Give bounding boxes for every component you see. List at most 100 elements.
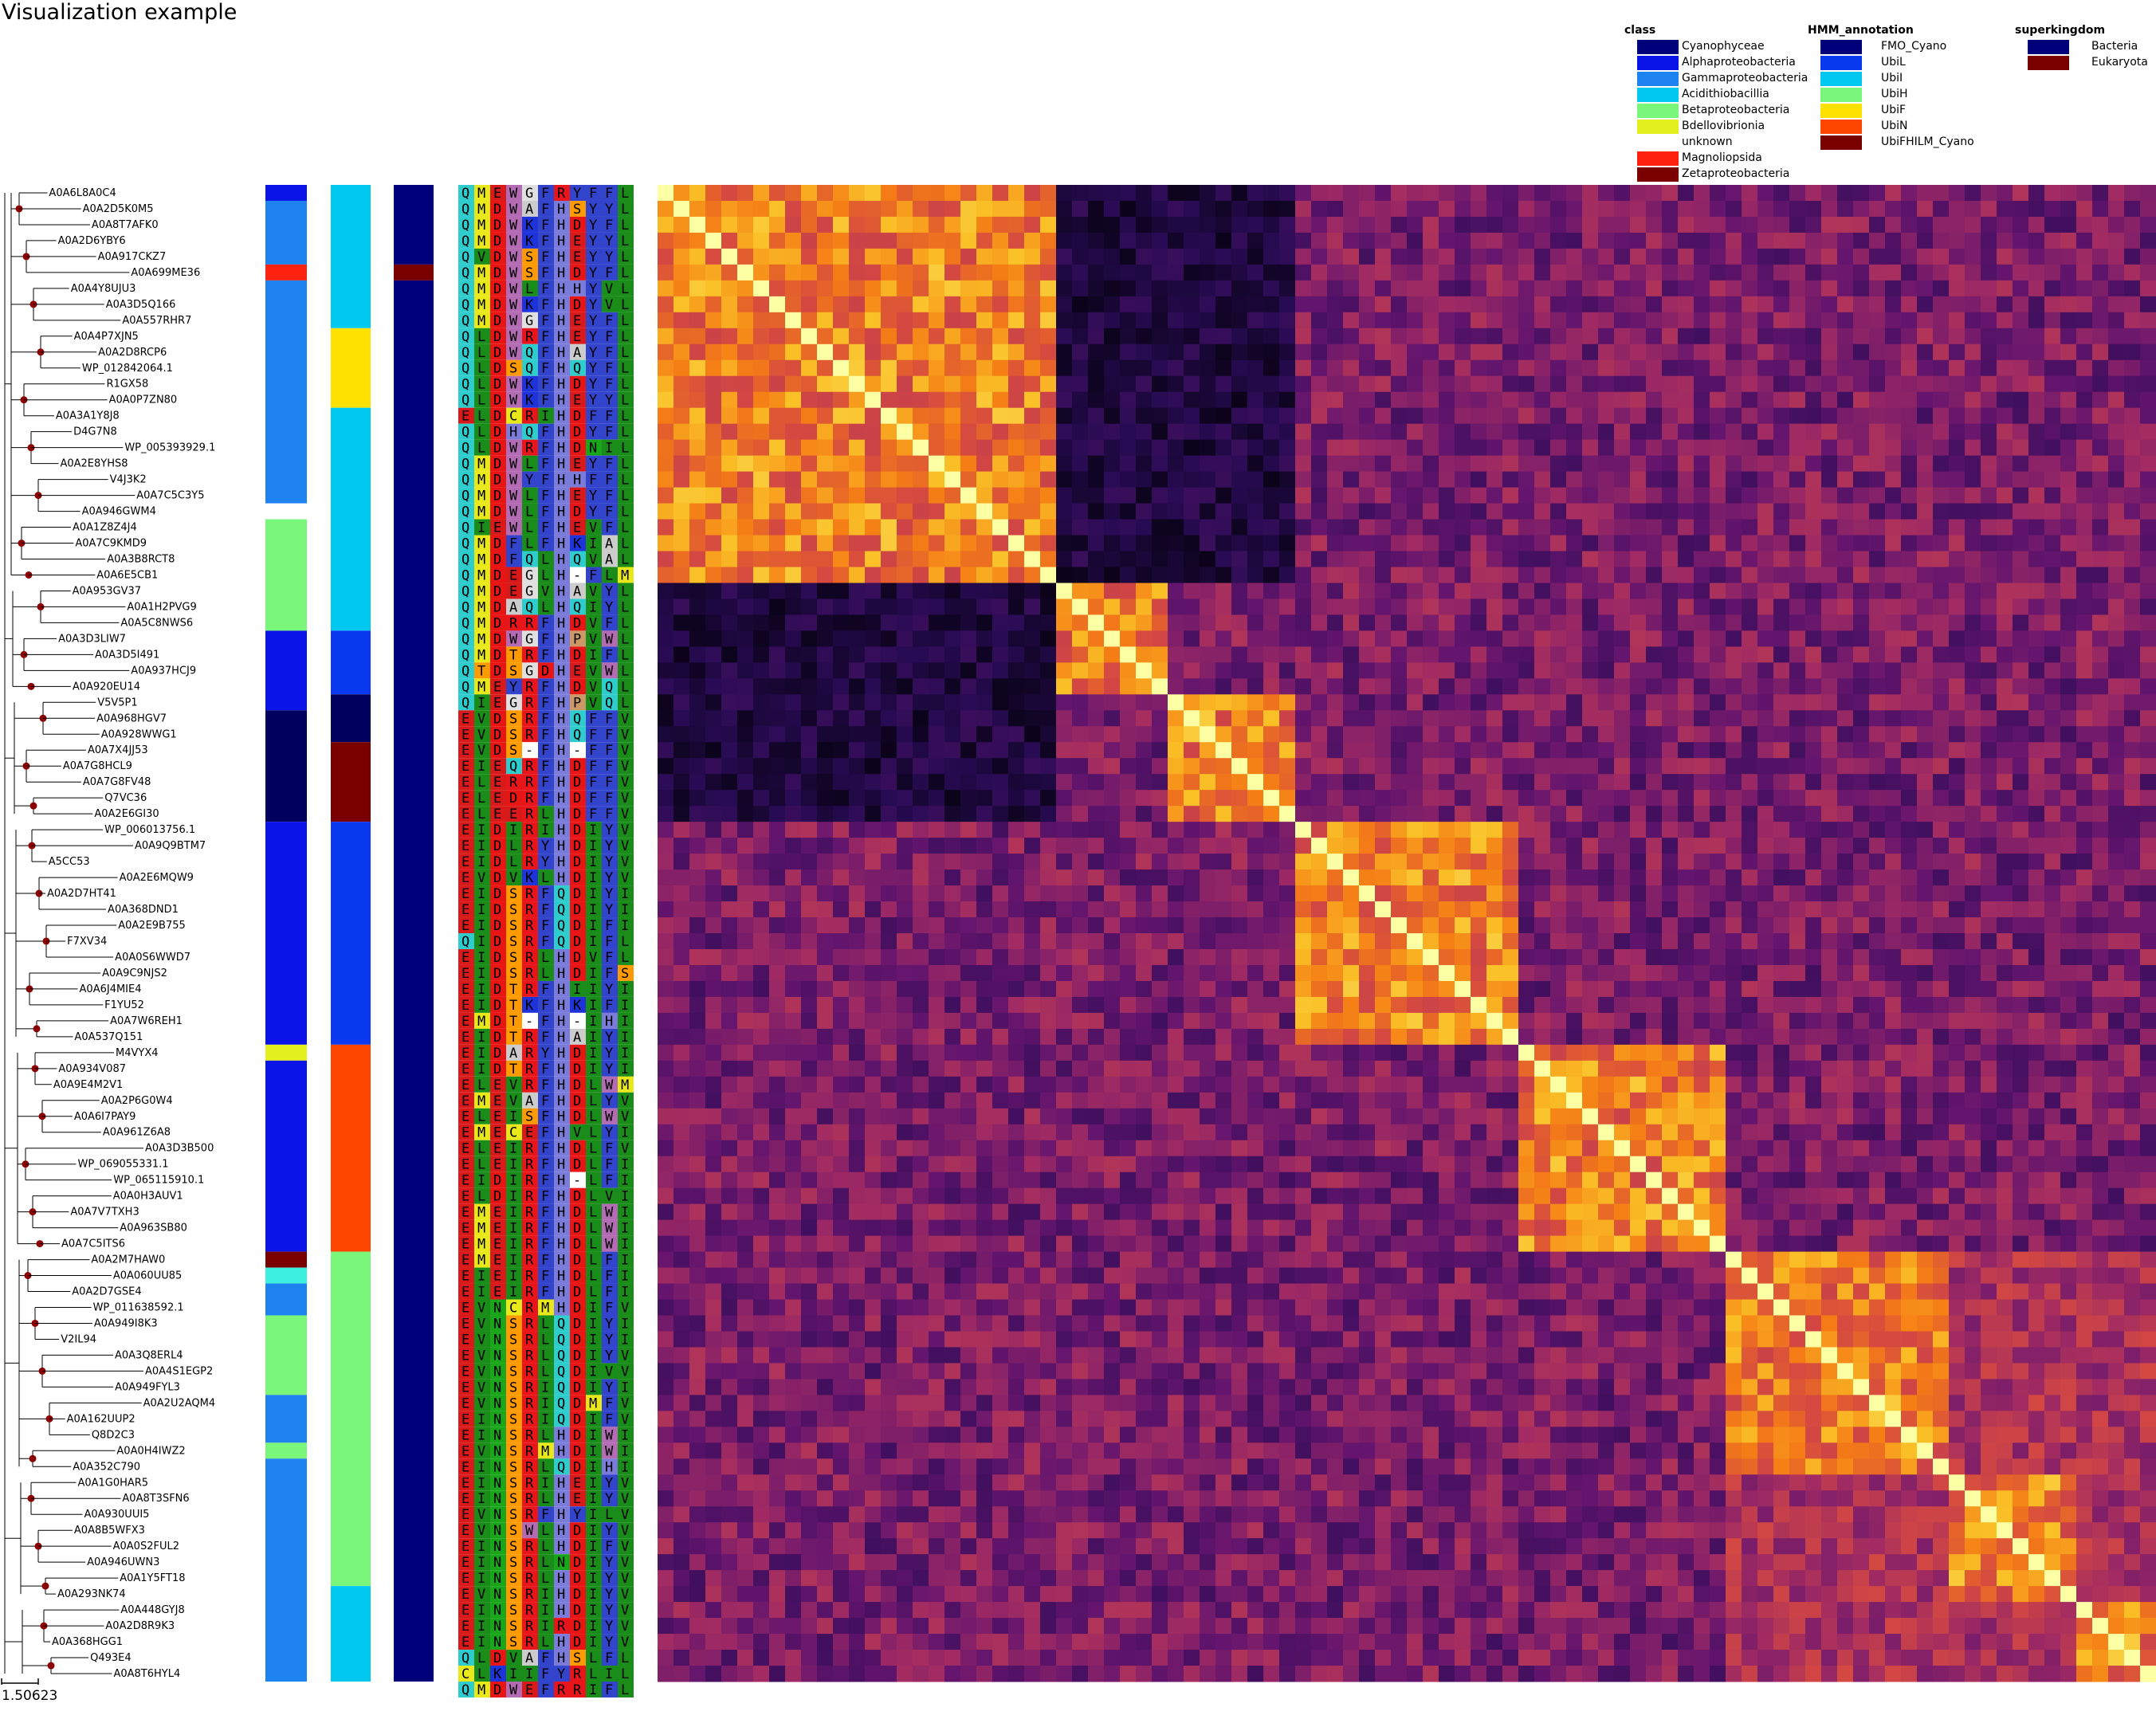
heatmap-cell [1933, 567, 1950, 583]
alignment-cell [538, 216, 554, 233]
heatmap-cell [1327, 471, 1344, 489]
heatmap-cell [2140, 519, 2156, 536]
heatmap-cell [1630, 503, 1647, 520]
heatmap-cell [1088, 343, 1105, 361]
heatmap-cell [1805, 375, 1822, 393]
heatmap-cell [2044, 503, 2061, 520]
heatmap-cell [1359, 423, 1376, 441]
alignment-residue: D [573, 775, 581, 791]
heatmap-cell [1407, 216, 1424, 234]
heatmap-cell [1391, 503, 1408, 520]
heatmap-cell [1614, 567, 1631, 583]
heatmap-cell [865, 216, 882, 234]
heatmap-cell [1263, 519, 1280, 536]
heatmap-cell [1168, 185, 1184, 202]
heatmap-cell [1024, 185, 1041, 202]
heatmap-cell [1407, 407, 1424, 425]
heatmap-cell [1040, 551, 1057, 567]
heatmap-cell [1598, 471, 1615, 489]
heatmap-cell [1965, 200, 1981, 218]
alignment-residue: Y [605, 822, 613, 838]
alignment-residue: E [525, 1125, 533, 1141]
heatmap-cell [833, 471, 850, 489]
heatmap-cell [1407, 200, 1424, 218]
alignment-residue: Y [509, 679, 517, 695]
alignment-residue: F [605, 743, 613, 759]
heatmap-cell [1391, 583, 1408, 599]
alignment-residue: Q [557, 934, 565, 950]
heatmap-cell [2013, 583, 2029, 599]
heatmap-cell [1598, 296, 1615, 313]
heatmap-cell [2044, 264, 2061, 281]
heatmap-cell [1343, 535, 1360, 552]
heatmap-cell [1072, 232, 1089, 249]
heatmap-cell [753, 567, 770, 583]
leaf-label: A0A949FYL3 [115, 1381, 180, 1393]
heatmap-cell [2124, 455, 2141, 473]
heatmap-cell [833, 567, 850, 583]
alignment-residue: F [541, 489, 549, 504]
heatmap-cell [1168, 471, 1184, 489]
alignment-residue: F [605, 791, 613, 807]
heatmap-cell [1263, 216, 1280, 234]
heatmap-cell [1566, 248, 1583, 265]
heatmap-cell [2076, 328, 2093, 345]
heatmap-cell [1231, 264, 1248, 281]
heatmap-cell [1391, 535, 1408, 552]
alignment-residue: D [573, 1093, 581, 1109]
heatmap-cell [2108, 535, 2125, 552]
alignment-residue: S [509, 1364, 517, 1380]
heatmap-cell [753, 375, 770, 393]
heatmap-cell [1263, 439, 1280, 457]
heatmap-cell [689, 280, 706, 297]
alignment-residue: I [509, 1109, 517, 1125]
alignment-residue: Y [605, 870, 613, 886]
alignment-cell [490, 232, 506, 249]
heatmap-cell [1311, 423, 1328, 441]
heatmap-cell [2124, 280, 2141, 297]
alignment-residue: L [621, 504, 629, 520]
heatmap-cell [674, 264, 690, 281]
heatmap-cell [929, 455, 945, 473]
heatmap-cell [689, 232, 706, 249]
support-node-marker [29, 1454, 37, 1462]
alignment-residue: - [573, 567, 581, 583]
alignment-residue: V [589, 520, 597, 536]
heatmap-cell [1550, 375, 1567, 393]
heatmap-cell [1168, 535, 1184, 552]
heatmap-cell [1662, 264, 1679, 281]
alignment-residue: F [541, 615, 549, 631]
heatmap-cell [897, 599, 913, 615]
heatmap-cell [1263, 296, 1280, 313]
alignment-residue: Y [605, 838, 613, 854]
heatmap-cell [1710, 343, 1726, 361]
alignment-residue: V [477, 1507, 485, 1523]
heatmap-cell [881, 375, 897, 393]
heatmap-cell [1311, 185, 1328, 202]
heatmap-cell [1439, 567, 1455, 583]
heatmap-cell [1582, 328, 1599, 345]
alignment-residue: F [605, 998, 613, 1014]
heatmap-cell [1773, 248, 1790, 265]
heatmap-cell [1120, 375, 1137, 393]
alignment-residue: W [509, 520, 518, 536]
heatmap-cell [1056, 296, 1073, 313]
heatmap-cell [1710, 312, 1726, 329]
heatmap-cell [1407, 391, 1424, 409]
heatmap-cell [1088, 439, 1105, 457]
heatmap-cell [1359, 375, 1376, 393]
heatmap-cell [1869, 264, 1886, 281]
heatmap-cell [2124, 407, 2141, 425]
heatmap-cell [1391, 343, 1408, 361]
heatmap-cell [1215, 264, 1232, 281]
heatmap-cell [929, 519, 945, 536]
heatmap-cell [689, 185, 706, 202]
heatmap-cell [1773, 583, 1790, 599]
heatmap-cell [1789, 407, 1806, 425]
alignment-residue: V [589, 695, 597, 711]
heatmap-cell [1949, 423, 1966, 441]
leaf-label: A0A2D7HT41 [47, 888, 116, 900]
heatmap-cell [1423, 375, 1439, 393]
leaf-label: A0A0H3AUV1 [113, 1191, 183, 1203]
heatmap-cell [1215, 216, 1232, 234]
